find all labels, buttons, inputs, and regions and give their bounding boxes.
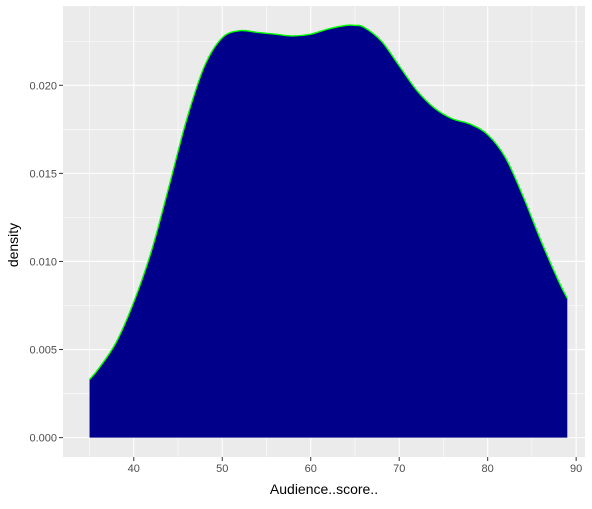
y-tick-label: 0.000 xyxy=(29,433,57,445)
y-tick-label: 0.015 xyxy=(29,168,57,180)
x-tick-label: 60 xyxy=(305,463,317,475)
x-axis-title: Audience..score.. xyxy=(270,481,378,497)
x-tick-label: 40 xyxy=(128,463,140,475)
x-axis-ticks: 40 50 60 70 80 90 xyxy=(128,457,582,475)
y-tick-label: 0.010 xyxy=(29,256,57,268)
x-tick-label: 70 xyxy=(393,463,405,475)
density-curve xyxy=(89,24,568,380)
y-axis-ticks: 0.000 0.005 0.010 0.015 0.020 xyxy=(29,80,63,445)
x-tick-label: 50 xyxy=(216,463,228,475)
y-tick-label: 0.020 xyxy=(29,80,57,92)
x-tick-label: 80 xyxy=(482,463,494,475)
x-tick-label: 90 xyxy=(570,463,582,475)
density-area xyxy=(89,25,568,438)
y-axis-title: density xyxy=(5,223,21,267)
y-tick-label: 0.005 xyxy=(29,345,57,357)
